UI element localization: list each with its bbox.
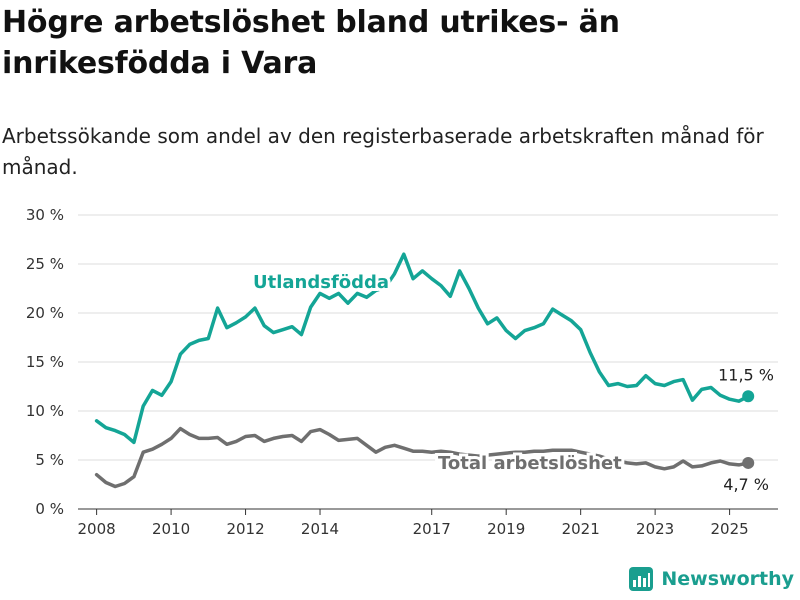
y-tick-label: 5 %: [35, 451, 64, 469]
y-tick-label: 10 %: [26, 402, 64, 420]
series-labels: Utlandsfödda Total arbetslöshet 11,5 % 4,7 …: [250, 269, 774, 494]
x-tick-label: 2021: [562, 520, 600, 538]
end-value-total: 4,7 %: [723, 475, 769, 494]
series-line-total: [94, 426, 750, 489]
series-label-total: Total arbetslöshet: [438, 453, 622, 474]
chart-title: Högre arbetslöshet bland utrikes- än inr…: [2, 5, 620, 81]
x-tick-label: 2025: [711, 520, 749, 538]
axes: 0 % 5 % 10 % 15 % 20 % 25 % 30 % 2008 2010 2012 20…: [26, 206, 778, 538]
chart-subtitle: Arbetssökande som andel av den registerb…: [2, 124, 764, 179]
x-tick-label: 2008: [78, 520, 116, 538]
y-tick-label: 0 %: [35, 500, 64, 518]
series-line-utlandsfodda: [94, 252, 750, 445]
x-tick-label: 2012: [226, 520, 264, 538]
brand-logo[interactable]: Newsworthy: [629, 564, 794, 594]
x-tick-label: 2017: [413, 520, 451, 538]
end-marker-total: [742, 456, 755, 469]
grid: [78, 214, 778, 461]
brand-name: Newsworthy: [661, 568, 794, 590]
end-value-utlandsfodda: 11,5 %: [718, 365, 774, 384]
y-tick-label: 25 %: [26, 255, 64, 273]
y-tick-label: 15 %: [26, 353, 64, 371]
y-tick-label: 30 %: [26, 206, 64, 224]
series-lines: [94, 252, 755, 489]
x-tick-label: 2014: [301, 520, 339, 538]
y-tick-label: 20 %: [26, 304, 64, 322]
x-tick-label: 2010: [152, 520, 190, 538]
x-tick-label: 2023: [636, 520, 674, 538]
series-label-utlandsfodda: Utlandsfödda: [253, 272, 389, 293]
brand-chart-icon: [629, 567, 654, 591]
x-tick-label: 2019: [487, 520, 525, 538]
end-marker-utlandsfodda: [742, 390, 755, 403]
